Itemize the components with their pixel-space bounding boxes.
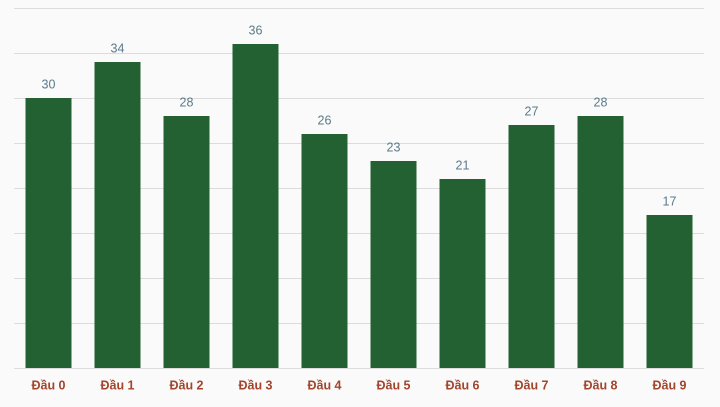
x-tick-label: Đầu 5 [376, 378, 410, 392]
value-label: 36 [249, 23, 263, 37]
bar [577, 116, 624, 368]
bar [163, 116, 210, 368]
x-tick-label: Đầu 7 [514, 378, 548, 392]
value-label: 26 [318, 113, 332, 127]
value-label: 23 [387, 140, 401, 154]
bar [232, 44, 279, 368]
value-label: 17 [663, 194, 677, 208]
bar [370, 161, 417, 368]
bar [301, 134, 348, 368]
value-label: 27 [525, 104, 539, 118]
x-tick-label: Đầu 9 [652, 378, 686, 392]
value-label: 21 [456, 158, 470, 172]
x-tick-label: Đầu 8 [583, 378, 617, 392]
x-tick-label: Đầu 6 [445, 378, 479, 392]
value-label: 28 [180, 95, 194, 109]
x-tick-label: Đầu 3 [238, 378, 272, 392]
bar [439, 179, 486, 368]
bar [508, 125, 555, 368]
bar [94, 62, 141, 368]
x-tick-label: Đầu 2 [169, 378, 203, 392]
x-tick-label: Đầu 1 [100, 378, 134, 392]
value-label: 34 [111, 41, 125, 55]
value-label: 30 [42, 77, 56, 91]
bar [25, 98, 72, 368]
x-tick-label: Đầu 4 [307, 378, 341, 392]
value-label: 28 [594, 95, 608, 109]
x-tick-label: Đầu 0 [31, 378, 65, 392]
bar [646, 215, 693, 368]
